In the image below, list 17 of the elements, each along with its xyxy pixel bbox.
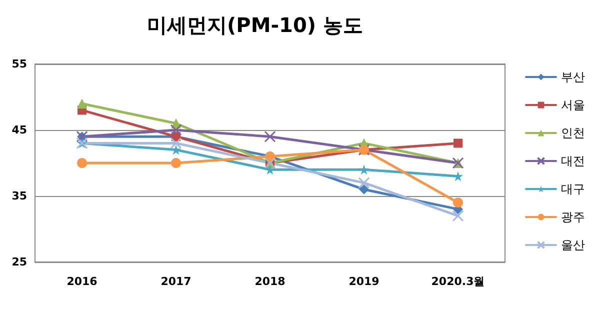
x-tick-label: 2016 (66, 275, 98, 288)
y-tick-label: 45 (12, 124, 27, 136)
legend-label: 서울 (561, 98, 585, 112)
legend-label: 대구 (561, 182, 585, 196)
y-tick-label: 55 (12, 58, 27, 70)
x-tick-label: 2020.3월 (431, 275, 485, 288)
x-tick-label: 2019 (348, 275, 380, 288)
chart-title: 미세먼지(PM-10) 농도 (147, 13, 363, 37)
legend-label: 대전 (561, 154, 585, 168)
y-tick-label: 25 (12, 256, 27, 268)
legend-label: 울산 (561, 238, 585, 252)
x-tick-label: 2018 (254, 275, 286, 288)
x-tick-label: 2017 (160, 275, 192, 288)
legend-label: 인천 (561, 126, 585, 140)
y-tick-label: 35 (12, 190, 27, 202)
legend-label: 부산 (561, 70, 585, 84)
legend-label: 광주 (561, 210, 585, 224)
